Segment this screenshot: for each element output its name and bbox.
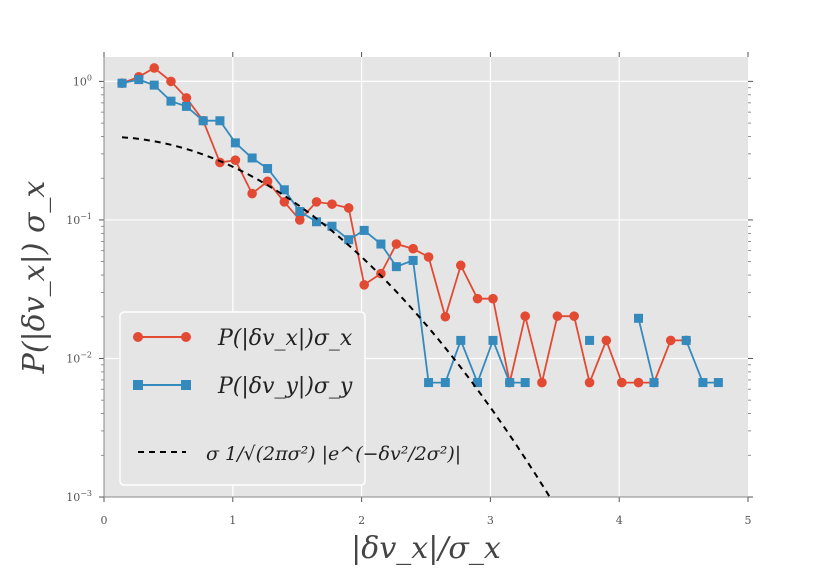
- data-point-square: [634, 313, 644, 323]
- data-point-circle: [488, 293, 498, 304]
- data-point-square: [698, 378, 708, 388]
- data-point-square: [344, 235, 354, 245]
- data-point-square: [585, 335, 595, 345]
- legend-label-x: P(|δv_x|)σ_x: [217, 326, 353, 351]
- data-point-square: [488, 335, 498, 345]
- series-layer: [117, 63, 723, 498]
- data-point-circle: [601, 335, 612, 346]
- data-point-circle: [633, 377, 644, 388]
- data-point-circle: [343, 203, 354, 213]
- x-axis-title: |δv_x|/σ_x: [351, 531, 501, 566]
- legend-marker-x-2: [181, 332, 191, 342]
- gaussian-curve: [121, 136, 551, 498]
- data-point-square: [520, 378, 530, 388]
- data-point-circle: [294, 215, 305, 225]
- y-tick-label: 10−3: [66, 489, 92, 504]
- data-point-circle: [616, 377, 627, 388]
- data-point-circle: [247, 188, 257, 199]
- data-point-circle: [181, 93, 192, 103]
- data-point-square: [359, 225, 369, 235]
- data-point-circle: [408, 243, 418, 254]
- data-point-square: [440, 378, 450, 388]
- data-point-circle: [376, 268, 386, 279]
- data-point-circle: [359, 280, 369, 290]
- data-point-square: [230, 138, 240, 148]
- data-point-square: [391, 262, 401, 272]
- data-point-square: [166, 96, 176, 106]
- data-point-circle: [327, 199, 337, 209]
- data-point-square: [312, 217, 322, 227]
- x-tick-label: 4: [616, 514, 623, 527]
- x-tick-label: 5: [745, 514, 752, 527]
- data-point-circle: [279, 197, 290, 207]
- data-point-square: [149, 80, 159, 90]
- data-point-square: [649, 378, 659, 388]
- data-point-circle: [230, 155, 241, 165]
- data-point-square: [117, 78, 127, 88]
- data-point-square: [215, 116, 225, 126]
- data-point-circle: [665, 335, 676, 346]
- data-point-circle: [311, 197, 322, 207]
- data-point-circle: [440, 311, 451, 322]
- data-point-circle: [537, 377, 547, 388]
- data-point-circle: [472, 293, 483, 304]
- x-tick-label: 2: [358, 514, 365, 527]
- data-point-square: [327, 221, 337, 231]
- y-tick-label: 10−2: [66, 350, 92, 365]
- data-point-circle: [552, 311, 563, 321]
- y-tick-label: 100: [73, 73, 92, 88]
- data-point-square: [295, 207, 305, 217]
- data-point-circle: [149, 63, 160, 73]
- data-point-square: [134, 75, 144, 85]
- data-point-circle: [455, 260, 466, 271]
- legend-label-gauss: σ 1/√(2πσ²) |e^(−δv²/2σ²)|: [206, 443, 461, 465]
- axes: 0 1 2 3 4 5 10−3 10−2 10−1 100: [66, 52, 753, 527]
- data-point-circle: [166, 76, 176, 87]
- data-point-circle: [584, 377, 595, 388]
- legend: P(|δv_x|)σ_x P(|δv_y|)σ_y σ 1/√(2πσ²) |e…: [119, 311, 461, 486]
- y-tick-label: 10−1: [66, 212, 92, 227]
- data-point-square: [198, 116, 208, 126]
- data-point-square: [424, 378, 434, 388]
- data-point-square: [473, 378, 483, 388]
- data-point-circle: [215, 157, 225, 168]
- data-point-circle: [569, 311, 579, 321]
- legend-marker-y-2: [181, 380, 191, 390]
- data-point-square: [408, 255, 418, 265]
- data-point-square: [681, 335, 691, 345]
- data-point-square: [376, 239, 386, 249]
- y-axis-title: P(|δv_x|) σ_x: [17, 181, 52, 375]
- data-point-square: [247, 153, 257, 163]
- data-point-circle: [423, 252, 434, 262]
- legend-box: [119, 311, 366, 486]
- data-point-square: [456, 335, 466, 345]
- data-point-circle: [391, 239, 402, 249]
- legend-marker-y: [133, 380, 143, 390]
- data-point-circle: [520, 311, 530, 321]
- x-tick-label: 3: [487, 514, 494, 527]
- legend-label-y: P(|δv_y|)σ_y: [217, 374, 353, 399]
- grid: [104, 57, 748, 497]
- data-point-circle: [262, 176, 273, 187]
- series-line-1: [637, 318, 655, 383]
- x-tick-label: 0: [101, 514, 108, 527]
- legend-marker-x: [133, 332, 143, 342]
- data-point-square: [713, 378, 723, 388]
- x-tick-label: 1: [229, 514, 236, 527]
- data-point-square: [181, 101, 191, 111]
- data-point-square: [279, 185, 289, 195]
- series-line-0: [121, 66, 687, 386]
- data-point-square: [263, 164, 273, 174]
- data-point-square: [505, 378, 515, 388]
